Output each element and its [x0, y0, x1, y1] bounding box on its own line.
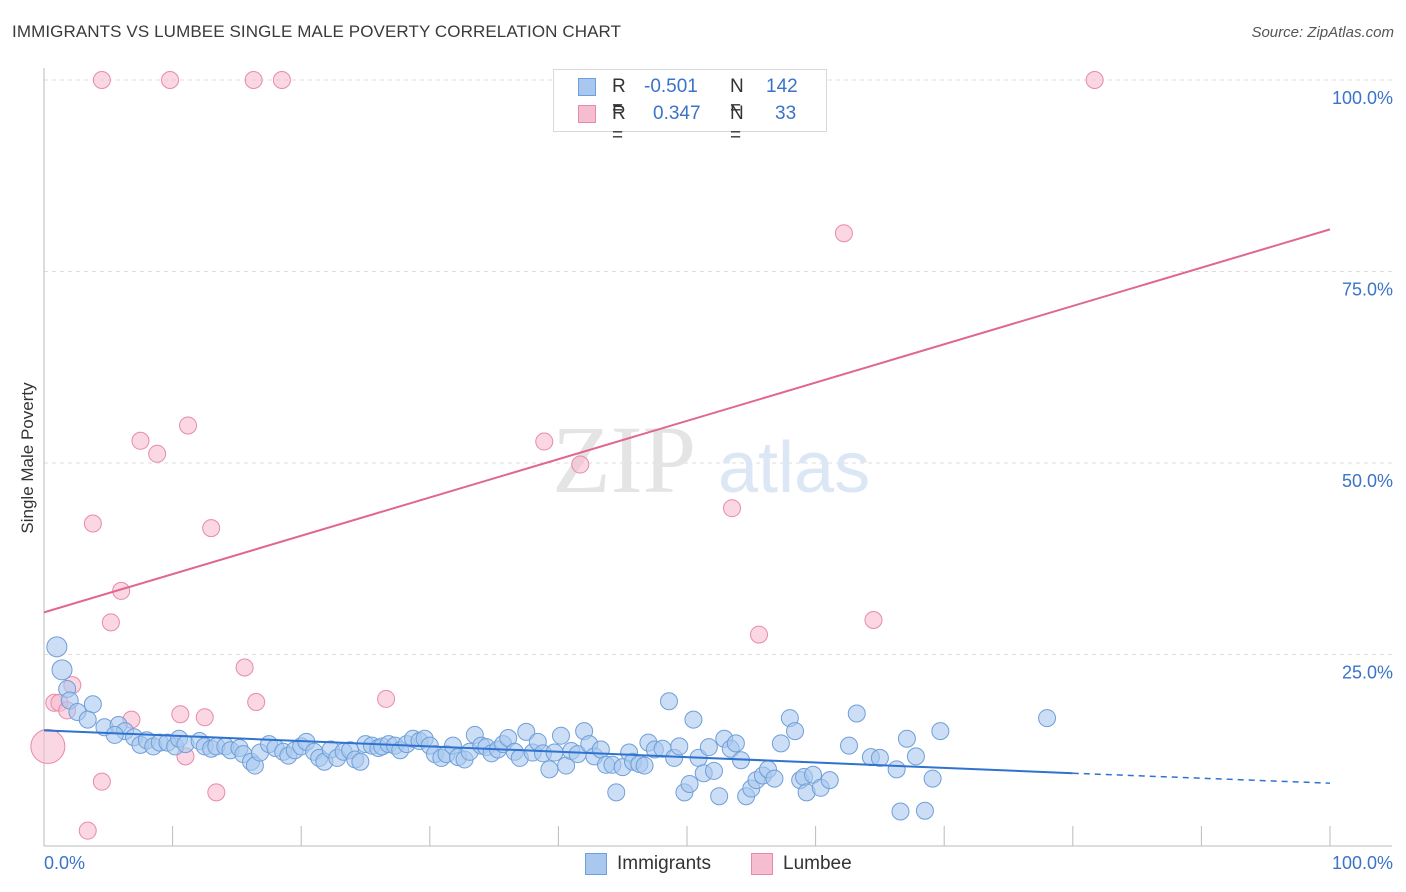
immigrants-point — [83, 695, 102, 714]
immigrants-point — [870, 748, 889, 767]
x-tick-label: 0.0% — [44, 853, 85, 873]
immigrants-point — [51, 659, 73, 681]
n-value: 33 — [775, 103, 797, 124]
immigrants-point — [670, 737, 689, 756]
immigrants-point — [46, 636, 68, 658]
lumbee-legend-label: Lumbee — [783, 853, 852, 874]
correlation-legend: R = -0.501 N = 142 R = 0.347 N = 33 — [553, 69, 827, 146]
lumbee-points — [30, 71, 1104, 840]
source-label: Source: ZipAtlas.com — [1251, 24, 1394, 41]
lumbee-point — [171, 705, 190, 724]
x-tick-label: 100.0% — [1332, 853, 1393, 873]
immigrants-trend-line — [43, 729, 1073, 775]
grid-layer — [44, 79, 1392, 655]
y-tick-label: 75.0% — [1342, 280, 1393, 300]
lumbee-point — [235, 658, 254, 677]
watermark-atlas: atlas — [718, 428, 870, 508]
immigrants-point — [105, 725, 124, 744]
y-axis-label: Single Male Poverty — [18, 382, 37, 534]
lumbee-point — [207, 783, 226, 802]
immigrants-point — [840, 736, 859, 755]
lumbee-point — [750, 625, 769, 644]
immigrants-point — [540, 760, 559, 779]
lumbee-point — [571, 455, 590, 474]
immigrants-point — [786, 722, 805, 741]
lumbee-point — [247, 692, 266, 711]
lumbee-swatch — [578, 105, 596, 123]
immigrants-point — [931, 722, 950, 741]
lumbee-point — [723, 499, 742, 518]
lumbee-point — [535, 432, 554, 451]
lumbee-point — [83, 514, 102, 533]
immigrants-point — [680, 774, 699, 793]
chart-title: IMMIGRANTS VS LUMBEE SINGLE MALE POVERTY… — [12, 22, 622, 41]
immigrants-point — [923, 769, 942, 788]
lumbee-point — [377, 689, 396, 708]
immigrants-trend-extension — [1072, 772, 1331, 784]
lumbee-point — [131, 431, 150, 450]
r-label: R = — [612, 103, 626, 146]
lumbee-point — [834, 224, 853, 243]
immigrants-point — [726, 734, 745, 753]
immigrants-point — [684, 710, 703, 729]
lumbee-point — [202, 519, 221, 538]
immigrants-legend-label: Immigrants — [617, 853, 711, 874]
lumbee-point — [864, 611, 883, 630]
immigrants-point — [705, 761, 724, 780]
immigrants-points — [46, 636, 1057, 821]
immigrants-point — [897, 729, 916, 748]
y-tick-label: 100.0% — [1332, 88, 1393, 108]
lumbee-point — [148, 444, 167, 463]
immigrants-point — [591, 740, 610, 759]
r-value: 0.347 — [653, 103, 701, 124]
lumbee-point — [92, 71, 111, 89]
lumbee-point — [78, 821, 97, 840]
y-tick-label: 50.0% — [1342, 471, 1393, 491]
immigrants-point — [78, 710, 97, 729]
lumbee-point — [244, 71, 263, 89]
lumbee-point — [272, 71, 291, 89]
immigrants-point — [551, 726, 570, 745]
n-label: N = — [730, 76, 744, 119]
immigrants-point — [915, 801, 934, 820]
immigrants-point — [847, 704, 866, 723]
immigrants-swatch — [578, 78, 596, 96]
immigrants-point — [517, 722, 536, 741]
immigrants-point — [635, 756, 654, 775]
trend-lines — [43, 228, 1331, 784]
immigrants-point — [659, 692, 678, 711]
lumbee-point — [30, 728, 66, 764]
immigrants-point — [771, 734, 790, 753]
immigrants-point — [765, 769, 784, 788]
immigrants-point — [1038, 709, 1057, 728]
immigrants-point — [906, 747, 925, 766]
n-label: N = — [730, 103, 744, 146]
lumbee-point — [1085, 71, 1104, 89]
immigrants-point — [887, 760, 906, 779]
immigrants-point — [820, 771, 839, 790]
lumbee-point — [179, 416, 198, 435]
lumbee-trend-line — [43, 228, 1331, 614]
lumbee-legend-swatch — [751, 853, 773, 875]
immigrants-point — [699, 738, 718, 757]
immigrants-point — [607, 783, 626, 802]
axis-labels: 25.0% 50.0% 75.0% 100.0% 0.0% 100.0% Single Ma… — [18, 88, 1393, 873]
lumbee-point — [161, 71, 180, 89]
axis-layer — [43, 68, 1392, 847]
r-label: R = — [612, 76, 626, 119]
y-tick-label: 25.0% — [1342, 663, 1393, 683]
lumbee-point — [92, 772, 111, 791]
immigrants-point — [710, 787, 729, 806]
lumbee-point — [101, 613, 120, 632]
n-value: 142 — [766, 76, 798, 97]
lumbee-point — [195, 708, 214, 727]
immigrants-legend-swatch — [585, 853, 607, 875]
r-value: -0.501 — [644, 76, 698, 97]
immigrants-point — [351, 752, 370, 771]
immigrants-point — [891, 802, 910, 821]
